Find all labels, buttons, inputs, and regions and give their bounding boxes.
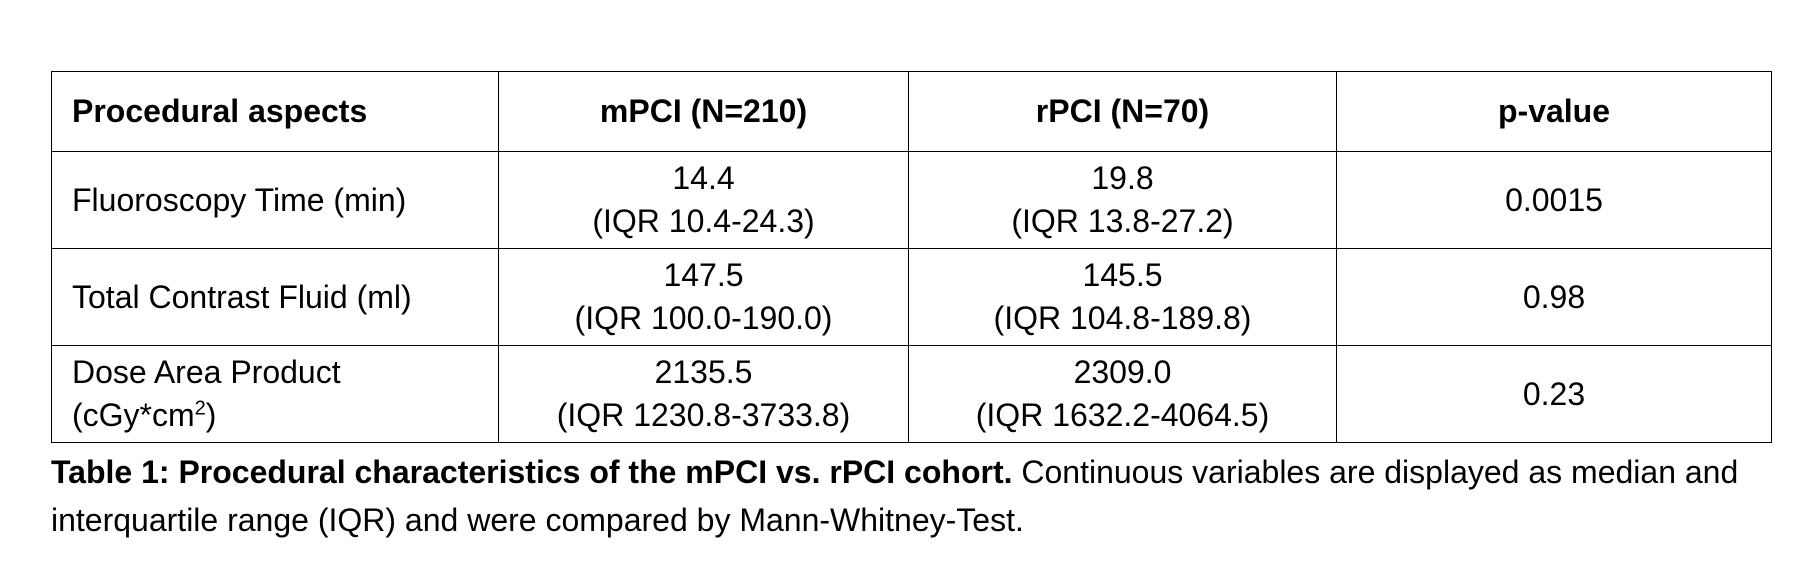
- mpci-median: 147.5: [663, 257, 744, 293]
- rpci-iqr: (IQR 1632.2-4064.5): [975, 397, 1270, 433]
- table-caption: Table 1: Procedural characteristics of t…: [51, 448, 1771, 544]
- cell-mpci-fluoroscopy: 14.4 (IQR 10.4-24.3): [498, 151, 909, 249]
- rpci-median: 145.5: [1082, 257, 1163, 293]
- rpci-median: 19.8: [1091, 160, 1154, 196]
- rpci-median: 2309.0: [1073, 354, 1172, 390]
- row-label-total-contrast-fluid: Total Contrast Fluid (ml): [51, 248, 499, 346]
- table-row: Dose Area Product (cGy*cm2) 2135.5 (IQR …: [51, 345, 1772, 443]
- cell-p-value-fluoroscopy: 0.0015: [1336, 151, 1772, 249]
- cell-rpci-fluoroscopy: 19.8 (IQR 13.8-27.2): [908, 151, 1337, 249]
- mpci-iqr: (IQR 10.4-24.3): [592, 203, 815, 239]
- cell-rpci-dose: 2309.0 (IQR 1632.2-4064.5): [908, 345, 1337, 443]
- dose-label-line2: (cGy*cm2): [72, 394, 498, 437]
- header-p-value: p-value: [1336, 71, 1772, 152]
- mpci-median: 14.4: [672, 160, 735, 196]
- mpci-iqr: (IQR 100.0-190.0): [574, 300, 833, 336]
- cell-mpci-contrast: 147.5 (IQR 100.0-190.0): [498, 248, 909, 346]
- table-header-row: Procedural aspects mPCI (N=210) rPCI (N=…: [51, 71, 1772, 152]
- header-procedural-aspects: Procedural aspects: [51, 71, 499, 152]
- caption-text: Continuous variables are displayed as me…: [51, 454, 1739, 538]
- header-mpci: mPCI (N=210): [498, 71, 909, 152]
- procedural-table-container: Procedural aspects mPCI (N=210) rPCI (N=…: [51, 71, 1772, 443]
- dose-unit-close: ): [205, 397, 217, 433]
- cell-mpci-dose: 2135.5 (IQR 1230.8-3733.8): [498, 345, 909, 443]
- mpci-median: 2135.5: [654, 354, 753, 390]
- row-label-fluoroscopy-time: Fluoroscopy Time (min): [51, 151, 499, 249]
- table-row: Total Contrast Fluid (ml) 147.5 (IQR 100…: [51, 248, 1772, 346]
- mpci-iqr: (IQR 1230.8-3733.8): [556, 397, 851, 433]
- dose-unit-superscript: 2: [194, 397, 206, 420]
- caption-title: Table 1: Procedural characteristics of t…: [51, 454, 1013, 490]
- rpci-iqr: (IQR 104.8-189.8): [993, 300, 1252, 336]
- dose-unit-base: (cGy*cm: [72, 397, 195, 433]
- rpci-iqr: (IQR 13.8-27.2): [1011, 203, 1234, 239]
- dose-label-line1: Dose Area Product: [72, 354, 341, 390]
- table-row: Fluoroscopy Time (min) 14.4 (IQR 10.4-24…: [51, 151, 1772, 249]
- cell-p-value-contrast: 0.98: [1336, 248, 1772, 346]
- row-label-dose-area-product: Dose Area Product (cGy*cm2): [51, 345, 499, 443]
- procedural-characteristics-table: Procedural aspects mPCI (N=210) rPCI (N=…: [51, 71, 1772, 443]
- cell-p-value-dose: 0.23: [1336, 345, 1772, 443]
- header-rpci: rPCI (N=70): [908, 71, 1337, 152]
- cell-rpci-contrast: 145.5 (IQR 104.8-189.8): [908, 248, 1337, 346]
